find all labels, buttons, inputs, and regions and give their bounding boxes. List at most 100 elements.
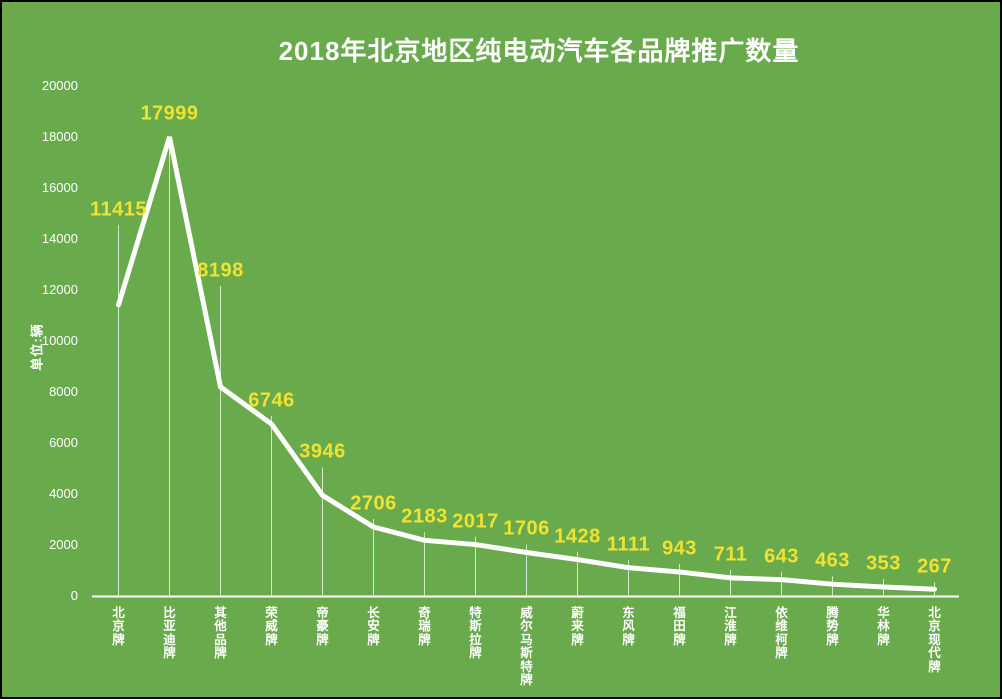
x-axis-label-char: 牌 — [724, 632, 737, 647]
x-axis-label-char: 依 — [775, 606, 788, 620]
x-axis-label: 江淮牌 — [724, 606, 737, 647]
x-axis-label-char: 牌 — [622, 632, 635, 647]
x-axis-label: 奇瑞牌 — [418, 606, 431, 647]
y-tick-label: 10000 — [41, 333, 78, 348]
x-axis-label-char: 林 — [877, 619, 890, 634]
y-tick-label: 16000 — [41, 180, 78, 195]
x-axis-label: 荣威牌 — [265, 606, 278, 647]
y-tick-label: 6000 — [49, 435, 78, 450]
x-axis-label-char: 牌 — [163, 646, 176, 661]
x-axis-label-char: 牌 — [214, 646, 227, 661]
x-axis-label-char: 东 — [622, 606, 635, 620]
x-axis-label-char: 马 — [520, 632, 533, 647]
data-label: 3946 — [299, 440, 346, 463]
data-label: 1428 — [554, 525, 601, 548]
x-axis-label-char: 牌 — [928, 659, 941, 674]
data-label: 1706 — [503, 517, 550, 540]
x-axis-label: 特斯拉牌 — [469, 606, 482, 661]
y-tick-label: 20000 — [41, 78, 78, 93]
x-axis-label-char: 瑞 — [418, 619, 431, 634]
x-axis-label-char: 亚 — [163, 619, 176, 634]
x-axis-label: 威尔马斯特牌 — [520, 606, 533, 687]
x-axis-label: 蔚来牌 — [571, 606, 584, 647]
data-label: 1111 — [606, 533, 651, 556]
y-tick-label: 0 — [70, 588, 78, 603]
data-label: 8198 — [197, 259, 244, 282]
x-axis-label-char: 牌 — [469, 646, 482, 661]
x-axis-label-char: 迪 — [163, 632, 176, 647]
y-tick-label: 2000 — [49, 537, 78, 552]
data-label: 643 — [764, 545, 799, 568]
x-axis-label-char: 京 — [112, 619, 125, 634]
x-axis-label: 比亚迪牌 — [163, 606, 176, 661]
x-axis-label-char: 尔 — [520, 619, 533, 634]
x-axis-label-char: 牌 — [673, 632, 686, 647]
x-axis-label-char: 威 — [265, 619, 278, 634]
x-axis-label-char: 牌 — [316, 632, 329, 647]
x-axis-label-char: 江 — [724, 606, 737, 620]
x-axis-label-char: 现 — [928, 632, 941, 647]
x-axis-label-char: 风 — [622, 619, 635, 634]
x-axis-label-char: 特 — [520, 659, 533, 674]
data-label: 267 — [917, 555, 952, 578]
y-tick-label: 12000 — [41, 282, 78, 297]
x-axis-label: 东风牌 — [622, 606, 635, 647]
x-axis-label-char: 其 — [214, 606, 227, 620]
x-axis-label-char: 荣 — [265, 606, 278, 620]
data-label: 2183 — [401, 505, 448, 528]
y-tick-label: 14000 — [41, 231, 78, 246]
x-axis-label-char: 牌 — [367, 632, 380, 647]
x-axis-label-char: 拉 — [469, 632, 482, 647]
x-axis-label-char: 京 — [928, 619, 941, 634]
x-axis-label-char: 斯 — [520, 646, 533, 661]
x-axis-label-char: 田 — [673, 619, 686, 634]
x-axis-label-char: 安 — [367, 619, 380, 634]
x-axis-label-char: 威 — [520, 606, 533, 620]
x-axis-label-char: 蔚 — [571, 606, 584, 620]
y-tick-label: 4000 — [49, 486, 78, 501]
data-label: 463 — [815, 549, 850, 572]
data-label: 353 — [866, 552, 901, 575]
x-axis-label-char: 牌 — [826, 632, 839, 647]
x-axis-label-char: 维 — [775, 619, 788, 634]
x-axis-label-char: 北 — [112, 606, 125, 620]
x-axis-label-char: 淮 — [724, 619, 737, 634]
data-label: 711 — [713, 543, 748, 566]
data-label: 11415 — [89, 198, 148, 221]
x-axis-label: 帝豪牌 — [316, 606, 329, 647]
x-axis-label: 其他品牌 — [214, 606, 227, 661]
x-axis-label-char: 柯 — [775, 632, 788, 647]
x-axis-label-char: 代 — [928, 646, 941, 661]
chart-title: 2018年北京地区纯电动汽车各品牌推广数量 — [278, 36, 800, 66]
x-axis-label-char: 牌 — [775, 646, 788, 661]
x-axis-label-char: 牌 — [571, 632, 584, 647]
x-axis-label-char: 牌 — [877, 632, 890, 647]
x-axis-label-char: 品 — [214, 632, 227, 647]
data-line — [116, 136, 937, 592]
x-axis-label-char: 牌 — [418, 632, 431, 647]
x-axis-label-char: 福 — [673, 606, 686, 620]
x-axis-label-char: 腾 — [826, 606, 839, 620]
x-axis-label-char: 牌 — [112, 632, 125, 647]
x-axis-label-char: 长 — [367, 606, 380, 620]
x-axis-label: 依维柯牌 — [775, 606, 788, 661]
data-label: 943 — [662, 537, 697, 560]
x-axis-label-char: 特 — [469, 606, 482, 620]
x-axis-label-char: 豪 — [316, 619, 329, 634]
x-axis-label: 北京现代牌 — [928, 606, 941, 674]
x-axis-label: 北京牌 — [112, 606, 125, 647]
x-axis-label: 长安牌 — [367, 606, 380, 647]
x-axis-label-char: 斯 — [469, 619, 482, 634]
x-axis-label-char: 华 — [877, 606, 890, 620]
data-label: 2017 — [452, 510, 499, 533]
y-tick-label: 18000 — [41, 129, 78, 144]
y-tick-label: 8000 — [49, 384, 78, 399]
x-axis-label-char: 帝 — [316, 606, 329, 620]
x-axis-label-char: 比 — [163, 606, 176, 620]
x-axis-label-char: 牌 — [265, 632, 278, 647]
data-label: 2706 — [350, 492, 397, 515]
x-axis-label: 华林牌 — [877, 606, 890, 647]
x-axis-label-char: 北 — [928, 606, 941, 620]
x-axis-label-char: 奇 — [418, 606, 431, 620]
